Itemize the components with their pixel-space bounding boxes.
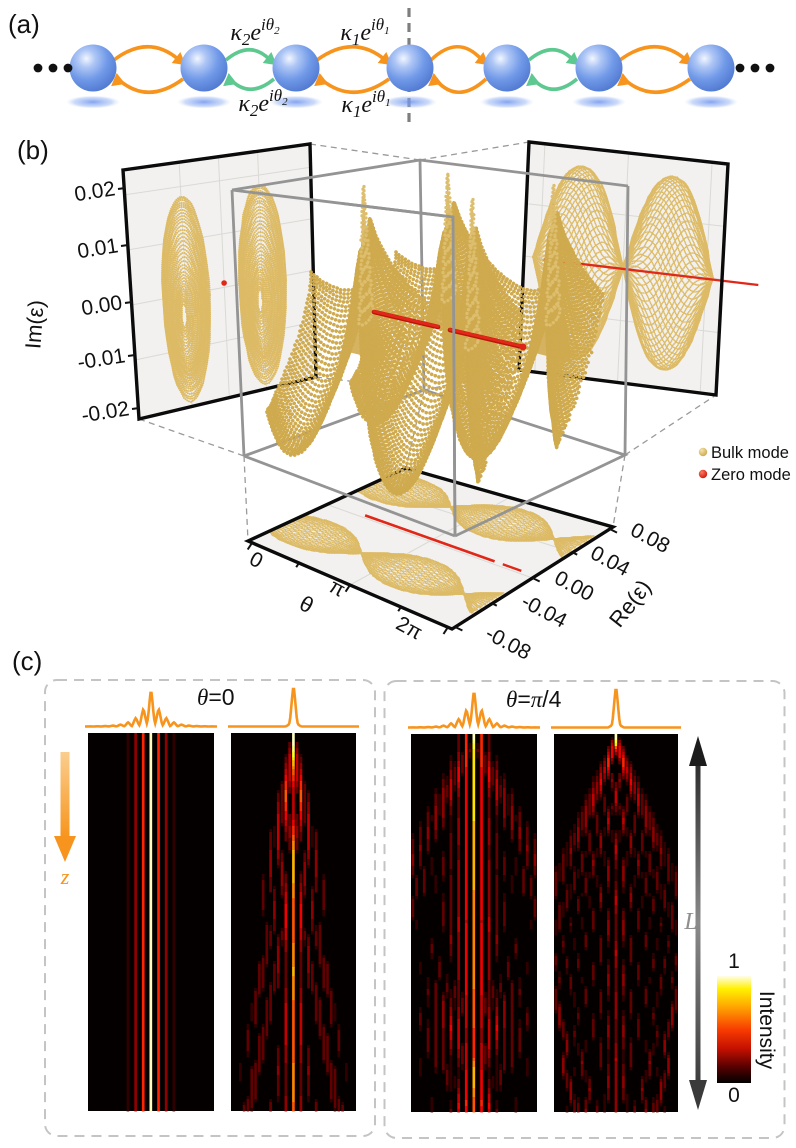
svg-text:κ2eiθ2: κ2eiθ2 (238, 86, 288, 120)
svg-text:θ=π/4: θ=π/4 (506, 686, 562, 712)
svg-text:-0.01: -0.01 (76, 344, 127, 374)
svg-text:Bulk mode: Bulk mode (711, 444, 789, 462)
svg-text:1: 1 (728, 950, 740, 973)
svg-text:0.00: 0.00 (80, 291, 124, 320)
svg-text:0.01: 0.01 (76, 234, 120, 263)
svg-text:κ1eiθ1: κ1eiθ1 (341, 87, 390, 121)
svg-text:0.00: 0.00 (551, 567, 598, 606)
svg-text:0.04: 0.04 (587, 542, 634, 582)
svg-text:-0.08: -0.08 (482, 622, 535, 665)
svg-text:Im(ε): Im(ε) (20, 299, 48, 350)
svg-text:(c): (c) (12, 646, 42, 676)
svg-text:κ1eiθ1: κ1eiθ1 (340, 15, 389, 49)
svg-text:θ=0: θ=0 (197, 684, 235, 710)
svg-text:Intensity: Intensity (755, 991, 778, 1070)
svg-text:0.02: 0.02 (73, 177, 117, 206)
svg-text:(b): (b) (17, 135, 49, 165)
svg-text:(a): (a) (8, 9, 40, 39)
svg-text:0: 0 (245, 547, 266, 573)
svg-text:z: z (60, 864, 70, 889)
svg-text:L: L (683, 909, 697, 935)
svg-text:-0.02: -0.02 (80, 397, 131, 427)
svg-text:0: 0 (728, 1084, 740, 1107)
svg-text:Zero mode: Zero mode (711, 466, 791, 484)
svg-text:Re(ε): Re(ε) (604, 575, 656, 632)
svg-text:κ2eiθ2: κ2eiθ2 (230, 15, 280, 49)
svg-text:-0.04: -0.04 (518, 590, 571, 633)
svg-text:π: π (325, 575, 349, 602)
svg-text:0.08: 0.08 (627, 519, 674, 558)
svg-text:θ: θ (295, 590, 318, 618)
